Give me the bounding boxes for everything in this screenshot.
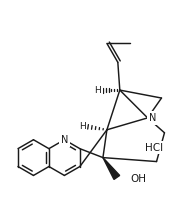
Text: N: N xyxy=(61,135,68,145)
Text: H: H xyxy=(95,86,101,95)
Polygon shape xyxy=(103,158,120,179)
Text: HCl: HCl xyxy=(146,143,164,153)
Text: OH: OH xyxy=(131,174,147,184)
Text: N: N xyxy=(149,113,156,123)
Text: H: H xyxy=(79,122,86,131)
